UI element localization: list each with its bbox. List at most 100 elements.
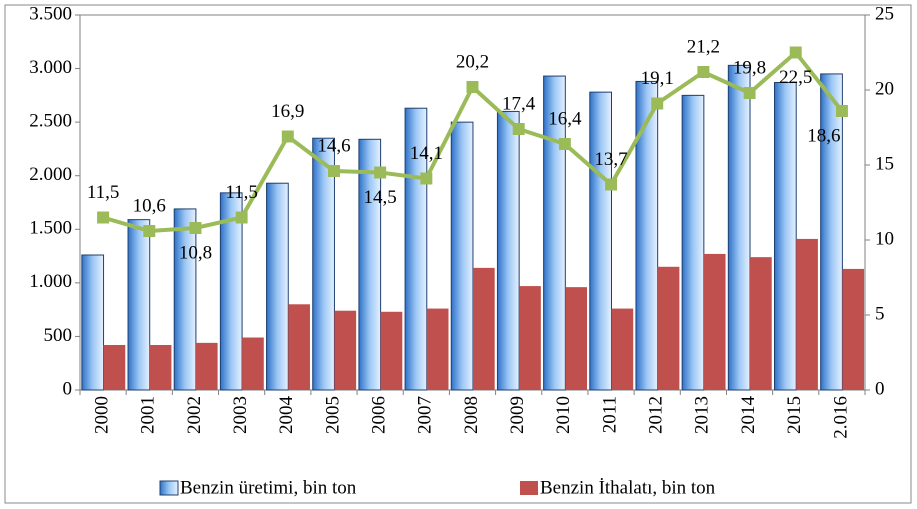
data-label: 11,5 <box>225 182 258 203</box>
data-label: 14,6 <box>317 135 350 156</box>
y2-tick-label: 0 <box>875 378 885 399</box>
line-marker <box>697 66 710 78</box>
bar <box>657 266 680 390</box>
bar <box>842 268 865 390</box>
bar <box>266 182 289 391</box>
x-tick-label: 2012 <box>646 396 667 434</box>
line-marker <box>281 130 294 143</box>
bar <box>173 208 197 391</box>
line-marker <box>512 123 525 135</box>
y-tick-label: 3.500 <box>29 3 72 24</box>
x-tick-label: 2008 <box>461 396 482 434</box>
bar <box>611 308 634 390</box>
bar <box>773 82 797 391</box>
data-label: 19,8 <box>733 57 766 78</box>
legend-label: Benzin üretimi, bin ton <box>180 477 357 498</box>
bar <box>149 345 172 390</box>
data-label: 10,6 <box>133 195 166 216</box>
bar <box>750 257 772 390</box>
data-label: 20,2 <box>456 51 489 72</box>
data-label: 16,4 <box>548 108 582 129</box>
data-label: 21,2 <box>687 36 720 57</box>
y2-tick-label: 20 <box>875 78 894 99</box>
bar <box>380 311 403 390</box>
data-label: 17,4 <box>502 93 536 114</box>
line-marker <box>743 87 756 99</box>
x-tick-label: 2005 <box>322 396 343 434</box>
bar <box>242 337 264 390</box>
data-label: 18,6 <box>807 125 840 146</box>
bar <box>681 94 705 391</box>
bar <box>195 342 218 390</box>
line-marker <box>466 81 479 93</box>
bar <box>426 308 449 390</box>
data-label: 14,5 <box>364 187 397 208</box>
y2-tick-label: 10 <box>875 228 894 249</box>
bar <box>312 137 335 391</box>
line-marker <box>189 222 202 234</box>
x-tick-label: 2000 <box>91 396 112 434</box>
data-label: 19,1 <box>641 68 674 89</box>
x-tick-label: 2.016 <box>830 396 851 439</box>
bar <box>496 110 520 391</box>
x-tick-label: 2009 <box>507 396 528 434</box>
y2-tick-label: 25 <box>875 3 894 24</box>
x-tick-label: 2007 <box>415 396 436 434</box>
line-marker <box>235 211 248 224</box>
x-tick-label: 2004 <box>276 396 297 435</box>
y-tick-label: 0 <box>63 378 73 399</box>
y-tick-label: 2.500 <box>29 111 72 132</box>
y2-tick-label: 5 <box>875 303 885 324</box>
data-label: 22,5 <box>779 67 812 88</box>
bar <box>450 121 474 391</box>
y-tick-label: 2.000 <box>29 164 72 185</box>
data-label: 16,9 <box>271 101 304 122</box>
line-marker <box>143 225 156 237</box>
x-tick-label: 2002 <box>184 396 205 434</box>
bar <box>543 75 566 391</box>
bar <box>727 64 751 391</box>
bar <box>565 287 588 390</box>
bar <box>703 253 726 390</box>
y2-tick-label: 15 <box>875 153 894 174</box>
data-label: 14,1 <box>410 143 443 164</box>
y-tick-label: 500 <box>44 325 73 346</box>
data-label: 10,8 <box>179 242 212 263</box>
x-tick-label: 2015 <box>784 396 805 434</box>
y-tick-label: 1.000 <box>29 271 72 292</box>
bar <box>288 304 310 390</box>
bar <box>472 267 495 390</box>
bar <box>127 219 151 391</box>
bar <box>103 345 126 390</box>
bar <box>796 238 818 390</box>
line-marker <box>605 178 618 191</box>
bar <box>589 91 612 391</box>
bar <box>519 286 541 390</box>
x-tick-label: 2014 <box>738 396 759 435</box>
legend-swatch <box>159 480 179 496</box>
x-tick-label: 2013 <box>692 396 713 434</box>
line-marker <box>327 165 340 177</box>
line-marker <box>558 138 571 150</box>
x-tick-label: 2001 <box>138 396 159 434</box>
bar <box>219 192 243 391</box>
data-label: 11,5 <box>87 182 120 203</box>
bar <box>334 310 357 390</box>
data-label: 13,7 <box>594 149 627 170</box>
x-tick-label: 2006 <box>369 396 390 434</box>
x-tick-label: 2010 <box>553 396 574 434</box>
line-marker <box>651 97 664 110</box>
legend-swatch <box>520 481 538 495</box>
legend-label: Benzin İthalatı, bin ton <box>540 477 716 498</box>
line-marker <box>789 46 802 59</box>
bar <box>81 254 105 391</box>
y-tick-label: 3.000 <box>29 57 72 78</box>
bar <box>635 80 659 391</box>
y-tick-label: 1.500 <box>29 218 72 239</box>
line-marker <box>374 166 387 179</box>
line-marker <box>420 172 433 185</box>
x-tick-label: 2011 <box>599 396 620 433</box>
x-tick-label: 2003 <box>230 396 251 434</box>
bar <box>820 73 843 391</box>
